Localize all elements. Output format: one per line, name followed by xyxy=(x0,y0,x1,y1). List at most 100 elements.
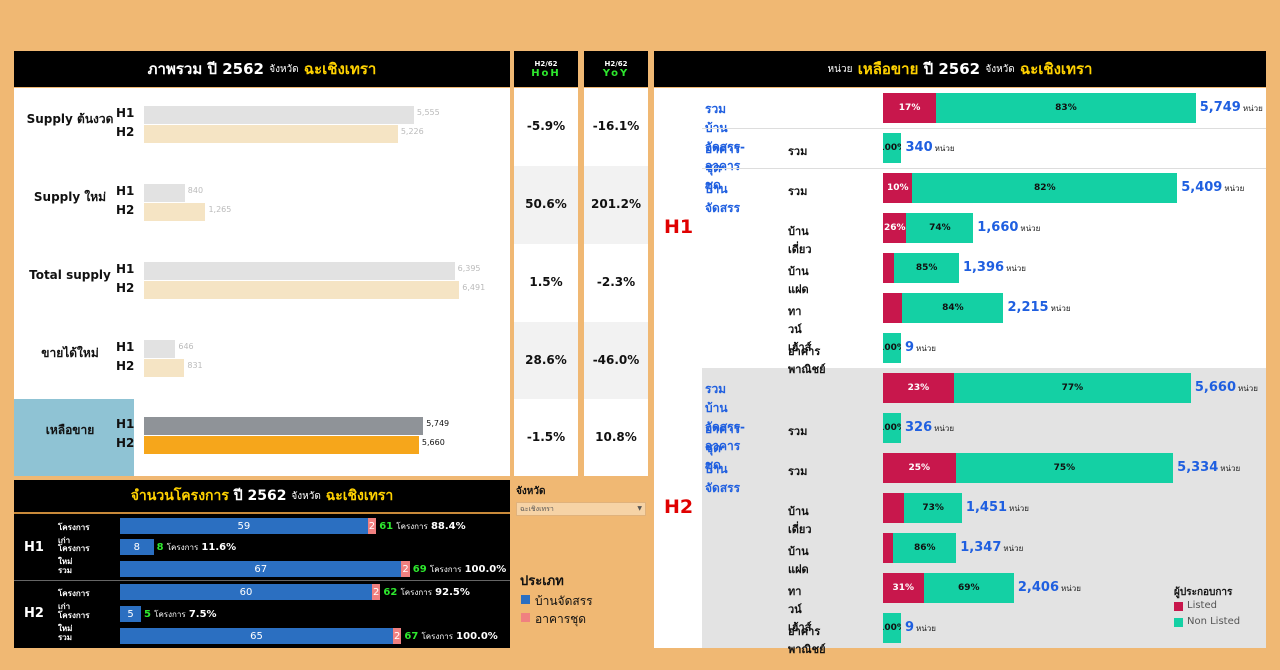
listed-segment xyxy=(883,293,903,323)
hoh-column xyxy=(514,88,578,476)
h2-label: H2 xyxy=(116,281,135,295)
inventory-total-value: 1,451 xyxy=(965,500,1008,515)
project-total: 69 โครงการ 100.0% xyxy=(413,563,506,576)
inventory-total: 5,660 หน่วย xyxy=(1195,380,1258,395)
operator-legend-label-nonlisted: Non Listed xyxy=(1187,616,1241,627)
h2-value: 6,491 xyxy=(462,283,486,292)
project-total: 67 โครงการ 100.0% xyxy=(404,630,497,643)
hoh-header: H2/62 HoH xyxy=(514,51,578,87)
h2-label: H2 xyxy=(116,358,135,373)
inventory-subcategory: รวม xyxy=(788,185,808,198)
inventory-subcategory: บ้านแฝด xyxy=(788,545,809,576)
projects-header: จำนวนโครงการ ปี 2562 จังหวัด ฉะเชิงเทรา xyxy=(14,480,510,514)
projects-title-province: ฉะเชิงเทรา xyxy=(325,488,394,504)
inventory-total-value: 1,660 xyxy=(977,220,1019,235)
overview-title-province: ฉะเชิงเทรา xyxy=(303,60,377,78)
inventory-total: 5,334 หน่วย xyxy=(1177,460,1240,475)
operator-legend-title: ผู้ประกอบการ xyxy=(1174,587,1233,598)
inventory-total: 326 หน่วย xyxy=(905,420,954,435)
project-total-suffix: โครงการ xyxy=(154,610,186,619)
operator-legend-label-listed: Listed xyxy=(1187,600,1217,611)
inventory-subcategory: อาคารพาณิชย์ xyxy=(788,345,826,376)
h2-bar xyxy=(144,435,419,454)
inventory-category: รวม บ้านจัดสรร-อาคารชุด xyxy=(705,382,746,472)
overview-row-label: Total supply xyxy=(29,268,111,282)
inventory-title-unit: หน่วย xyxy=(827,63,853,75)
inventory-total-unit: หน่วย xyxy=(1220,464,1241,473)
yoy-row-bg xyxy=(584,166,648,244)
inventory-total-unit: หน่วย xyxy=(1003,544,1024,553)
inventory-total-value: 5,660 xyxy=(1194,380,1237,395)
project-total-suffix: โครงการ xyxy=(421,632,453,641)
province-filter-value: ฉะเชิงเทรา xyxy=(520,505,554,513)
non-listed-segment: 73% xyxy=(904,493,962,523)
listed-segment xyxy=(883,493,905,523)
hoh-header-label: HoH xyxy=(531,67,561,79)
inventory-total: 1,660 หน่วย xyxy=(977,220,1040,235)
h1-value: 5,555 xyxy=(416,108,440,117)
project-total-pct: 92.5% xyxy=(435,587,470,598)
inventory-total-unit: หน่วย xyxy=(1020,224,1041,233)
type-legend-swatch-house xyxy=(521,595,530,604)
project-total: 5 โครงการ 7.5% xyxy=(144,608,217,621)
h2-bar xyxy=(144,358,185,377)
projects-title-province-label: จังหวัด xyxy=(291,490,321,502)
overview-row-label: เหลือขาย xyxy=(45,422,95,437)
inventory-subcategory: รวม xyxy=(788,465,808,478)
project-bar-condo: 2 xyxy=(367,518,377,534)
chevron-down-icon: ▼ xyxy=(637,505,642,512)
inventory-total-value: 1,396 xyxy=(962,260,1005,275)
hoh-value: 50.6% xyxy=(525,197,567,211)
non-listed-segment: 100% xyxy=(883,133,902,163)
h1-bar xyxy=(144,106,414,124)
overview-row-label: Supply ใหม่ xyxy=(33,190,107,204)
hoh-value: -1.5% xyxy=(526,429,566,444)
overview-row-label: Supply ต้นงวด xyxy=(26,112,114,126)
h1-value: 646 xyxy=(178,341,194,351)
inventory-h1-label: H1 xyxy=(664,216,694,238)
province-filter-dropdown[interactable]: ฉะเชิงเทรา ▼ xyxy=(516,502,646,516)
projects-h2-label: H2 xyxy=(24,606,44,621)
h2-bar xyxy=(144,203,206,221)
inventory-total-value: 1,347 xyxy=(960,540,1002,555)
project-total-count: 69 xyxy=(412,564,427,575)
hoh-row-bg xyxy=(514,322,578,399)
project-total-pct: 100.0% xyxy=(464,564,507,575)
projects-divider xyxy=(14,580,510,581)
h1-bar xyxy=(144,339,176,358)
project-total-count: 61 xyxy=(379,521,394,532)
inventory-total-value: 5,749 xyxy=(1199,100,1241,115)
inventory-category: อาคารชุด xyxy=(705,142,741,175)
inventory-total-value: 5,334 xyxy=(1177,460,1219,475)
project-bar-house: 60 xyxy=(120,584,372,600)
h2-label: H2 xyxy=(116,435,135,450)
yoy-header-label: YoY xyxy=(602,67,630,79)
non-listed-segment: 100% xyxy=(883,333,901,363)
inventory-total-value: 2,406 xyxy=(1017,580,1059,595)
inventory-total: 1,451 หน่วย xyxy=(966,500,1029,515)
type-legend-swatch-condo xyxy=(521,613,530,622)
listed-segment: 23% xyxy=(883,373,954,403)
inventory-total-value: 5,409 xyxy=(1181,180,1223,195)
inventory-total-value: 340 xyxy=(905,140,933,155)
project-bar-house: 5 xyxy=(120,606,141,622)
yoy-column xyxy=(584,88,648,476)
non-listed-segment: 83% xyxy=(936,93,1196,123)
hoh-value: 1.5% xyxy=(529,275,563,289)
inventory-total-value: 9 xyxy=(905,340,915,355)
inventory-total-value: 9 xyxy=(905,620,915,635)
yoy-value: 201.2% xyxy=(591,197,641,211)
h2-label: H2 xyxy=(116,203,135,217)
project-total-count: 5 xyxy=(144,609,151,620)
project-row-label: รวม xyxy=(58,633,73,642)
projects-title-main: จำนวนโครงการ xyxy=(130,488,229,504)
listed-segment: 25% xyxy=(883,453,956,483)
inventory-total: 9 หน่วย xyxy=(905,340,936,355)
inventory-category: บ้านจัดสรร xyxy=(705,462,741,495)
inventory-subcategory: ทาวน์เฮ้าส์ xyxy=(788,585,812,634)
project-total-suffix: โครงการ xyxy=(166,543,199,552)
inventory-h2-label: H2 xyxy=(664,496,694,518)
inventory-total-value: 2,215 xyxy=(1007,300,1049,315)
h2-bar xyxy=(144,281,460,299)
non-listed-segment: 84% xyxy=(902,293,1004,323)
